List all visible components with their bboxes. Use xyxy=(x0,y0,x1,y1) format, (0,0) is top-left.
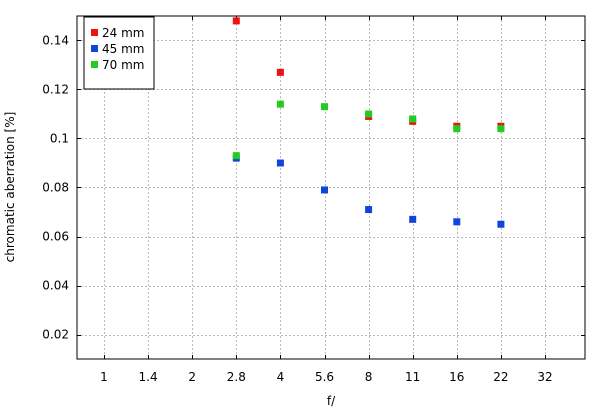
y-tick-label: 0.02 xyxy=(42,328,69,342)
legend-label: 45 mm xyxy=(102,42,144,56)
data-point xyxy=(276,159,284,167)
legend-label: 70 mm xyxy=(102,58,144,72)
y-tick-label: 0.08 xyxy=(42,181,69,195)
data-point xyxy=(321,103,328,111)
x-tick-label: 16 xyxy=(449,370,464,384)
legend-label: 24 mm xyxy=(102,26,144,40)
grid xyxy=(77,16,585,359)
legend-marker xyxy=(91,61,98,68)
y-tick-label: 0.12 xyxy=(42,83,69,97)
data-point xyxy=(409,215,417,223)
data-point xyxy=(497,220,505,228)
data-point xyxy=(232,17,240,25)
x-tick-label: 2.8 xyxy=(227,370,246,384)
legend-marker xyxy=(91,45,98,52)
y-tick-label: 0.04 xyxy=(42,279,69,293)
x-tick-labels: 1 1.4 2 2.8 4 5.6 8 11 16 22 32 xyxy=(100,370,552,384)
series-70-mm xyxy=(232,100,505,160)
x-tick-label: 32 xyxy=(537,370,552,384)
x-tick-label: 2 xyxy=(188,370,196,384)
x-axis-label: f/ xyxy=(327,394,336,408)
legend-marker xyxy=(91,29,98,36)
x-tick-label: 4 xyxy=(277,370,285,384)
data-point xyxy=(365,110,373,118)
x-tick-label: 22 xyxy=(493,370,508,384)
legend: 24 mm 45 mm 70 mm xyxy=(83,16,155,90)
y-tick-label: 0.1 xyxy=(50,132,69,146)
x-tick-label: 8 xyxy=(365,370,373,384)
x-tick-label: 5.6 xyxy=(315,370,334,384)
x-tick-label: 11 xyxy=(405,370,420,384)
y-tick-labels: 0.02 0.04 0.06 0.08 0.1 0.12 0.14 xyxy=(42,34,69,342)
x-tick-label: 1 xyxy=(100,370,108,384)
data-point xyxy=(409,115,417,123)
x-tick-label: 1.4 xyxy=(139,370,158,384)
y-tick-label: 0.14 xyxy=(42,34,69,48)
data-point xyxy=(232,152,240,160)
data-point xyxy=(453,125,461,133)
data-points xyxy=(232,17,505,228)
data-point xyxy=(276,100,284,108)
data-point xyxy=(453,218,461,226)
data-point xyxy=(365,206,373,214)
data-point xyxy=(276,68,284,76)
data-point xyxy=(497,125,505,133)
data-point xyxy=(321,186,328,194)
y-tick-label: 0.06 xyxy=(42,230,69,244)
y-axis-label: chromatic aberration [%] xyxy=(3,112,17,263)
